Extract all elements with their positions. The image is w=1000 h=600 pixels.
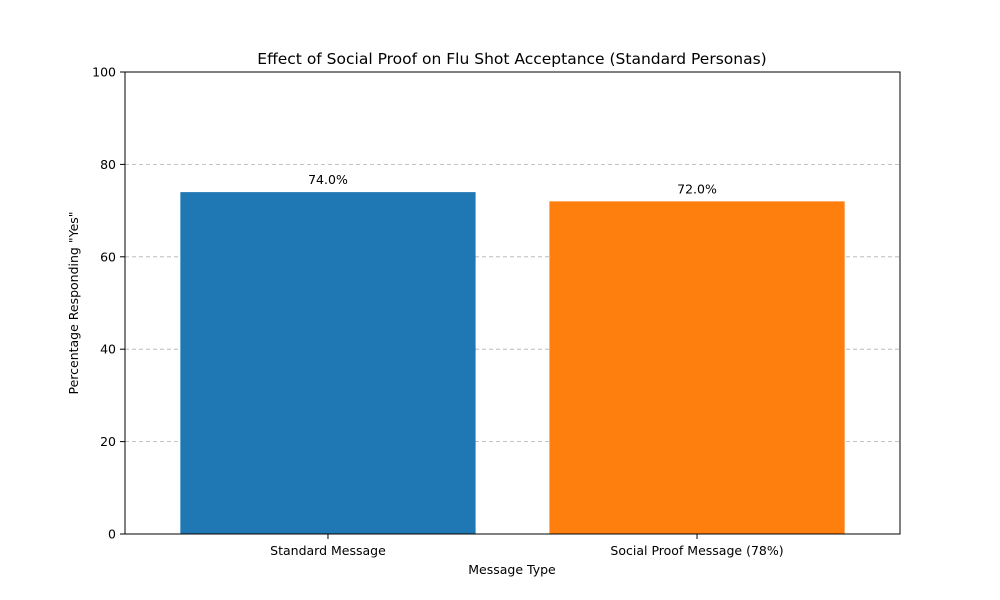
bar-social-proof-message [549,201,845,535]
y-axis-label: Percentage Responding "Yes" [66,211,81,394]
plot-area-frame [124,71,901,535]
y-tick-label: 80 [100,157,116,172]
bar-value-label: 74.0% [308,172,348,187]
y-axis-ticks: 0 20 40 60 80 100 [92,65,125,542]
y-tick-label: 0 [108,527,116,542]
x-axis-label: Message Type [468,562,556,577]
bars [180,192,845,535]
y-tick-label: 40 [100,342,116,357]
y-tick-label: 20 [100,434,116,449]
y-tick-label: 60 [100,249,116,264]
x-axis-ticks: Standard Message Social Proof Message (78… [270,534,784,558]
chart-title: Effect of Social Proof on Flu Shot Accep… [257,50,766,68]
x-tick-label: Social Proof Message (78%) [610,543,783,558]
x-tick-label: Standard Message [270,543,386,558]
bar-standard-message [180,192,476,534]
y-tick-label: 100 [92,65,116,80]
data-labels: 74.0% 72.0% [308,172,717,196]
bar-value-label: 72.0% [677,181,717,196]
